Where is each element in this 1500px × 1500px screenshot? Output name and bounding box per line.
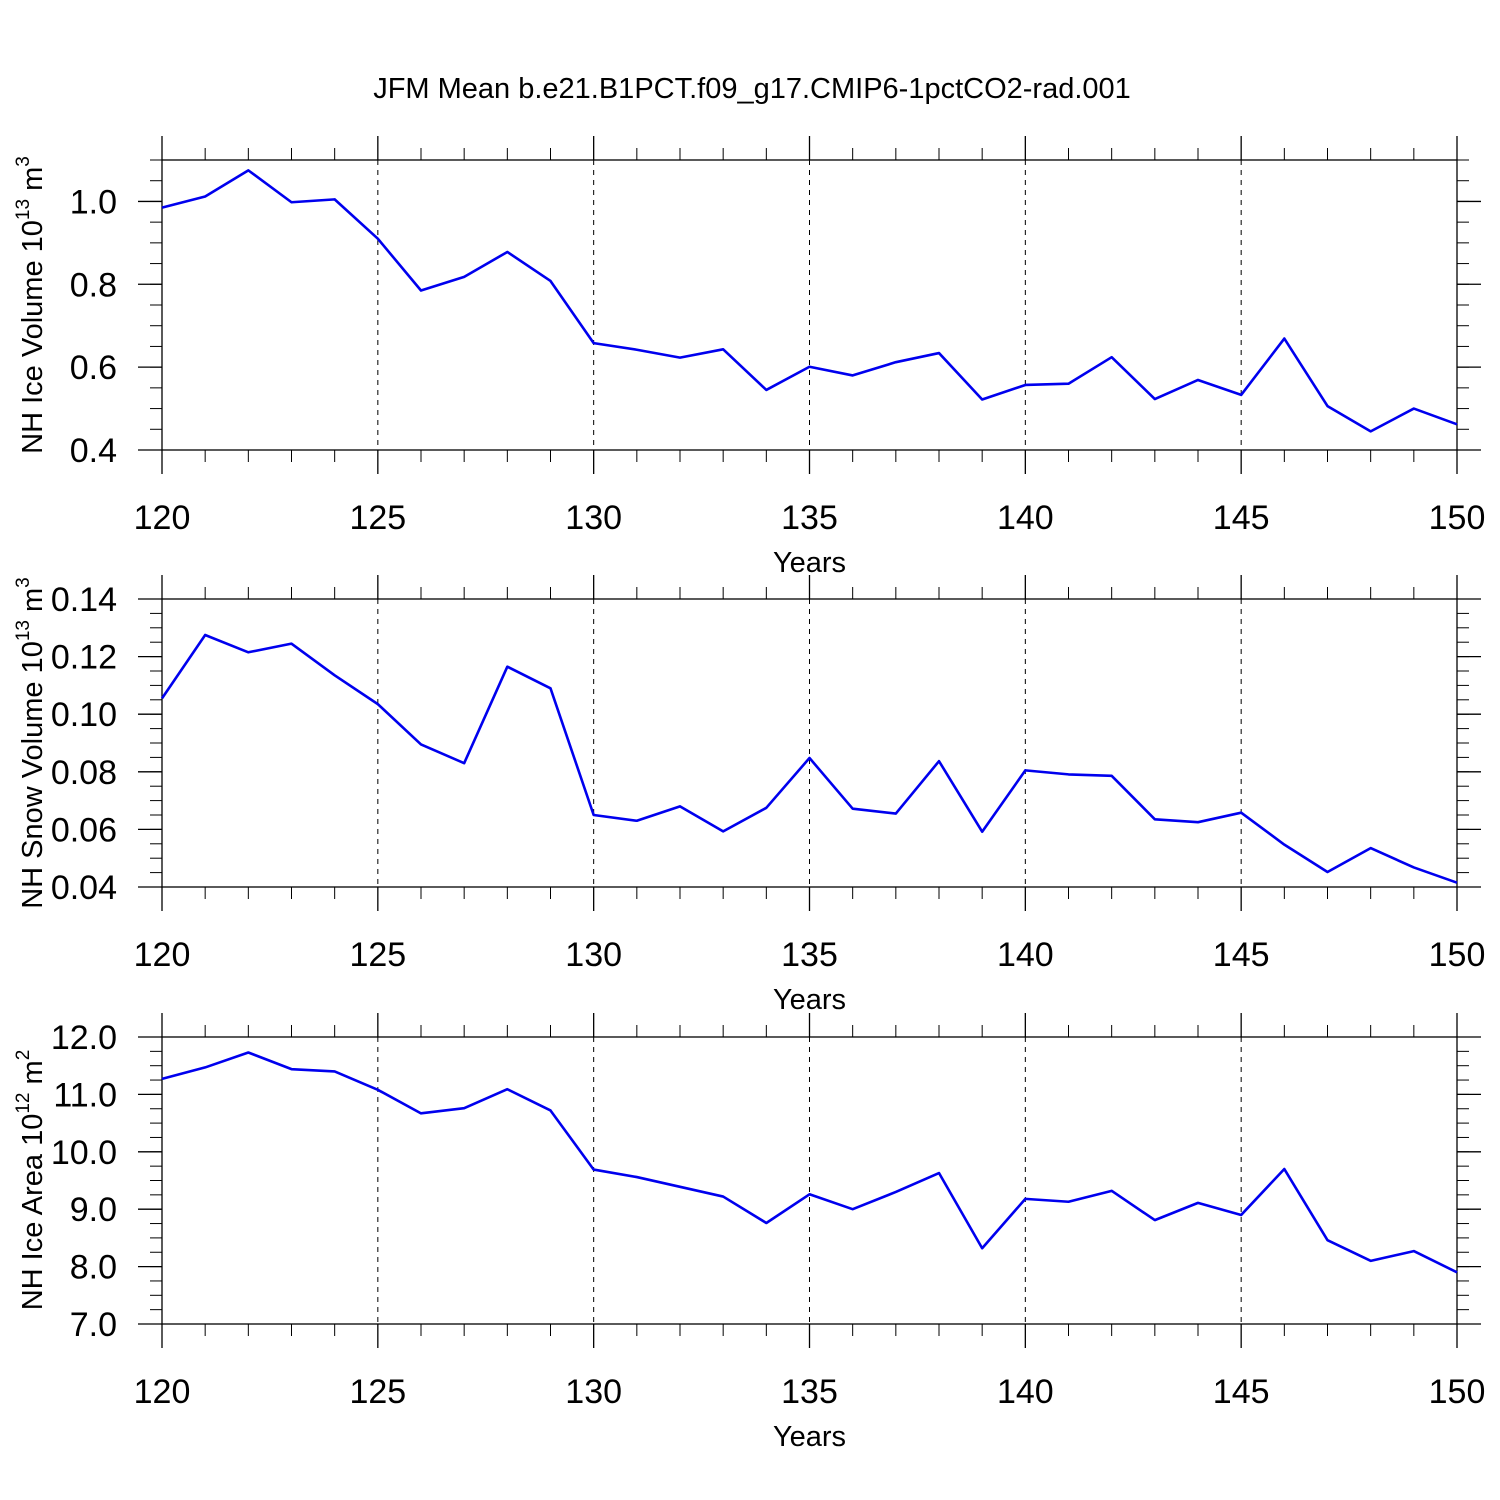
y-axis-label: NH Ice Area 1012 m2 bbox=[13, 1050, 49, 1311]
y-tick-label: 0.12 bbox=[51, 639, 117, 677]
y-tick-label: 0.10 bbox=[51, 696, 117, 734]
x-tick-label: 140 bbox=[997, 1373, 1054, 1411]
y-axis-label-unit: m bbox=[17, 1060, 49, 1092]
x-axis-label: Years bbox=[773, 547, 846, 579]
y-axis-label-unit-exponent: 2 bbox=[13, 1050, 34, 1061]
x-tick-label: 120 bbox=[134, 1373, 191, 1411]
y-tick-label: 12.0 bbox=[51, 1019, 117, 1057]
y-tick-label: 9.0 bbox=[70, 1191, 117, 1229]
y-tick-label: 0.04 bbox=[51, 869, 117, 907]
y-axis-label-unit: m bbox=[17, 588, 49, 620]
x-axis-label: Years bbox=[773, 1421, 846, 1453]
x-tick-label: 135 bbox=[781, 1373, 838, 1411]
y-tick-label: 0.6 bbox=[70, 349, 117, 387]
series-line bbox=[161, 1051, 1458, 1274]
y-tick-label: 0.08 bbox=[51, 754, 117, 792]
y-tick-label: 0.06 bbox=[51, 811, 117, 849]
figure-title: JFM Mean b.e21.B1PCT.f09_g17.CMIP6-1pctC… bbox=[373, 73, 1131, 105]
x-tick-label: 145 bbox=[1213, 1373, 1270, 1411]
y-axis-label-text: NH Snow Volume 10 bbox=[17, 641, 49, 909]
y-tick-label: 10.0 bbox=[51, 1134, 117, 1172]
x-tick-label: 145 bbox=[1213, 499, 1270, 537]
x-tick-label: 135 bbox=[781, 499, 838, 537]
x-tick-label: 140 bbox=[997, 936, 1054, 974]
x-tick-label: 125 bbox=[349, 1373, 406, 1411]
x-axis-label: Years bbox=[773, 984, 846, 1016]
x-tick-label: 135 bbox=[781, 936, 838, 974]
y-tick-label: 1.0 bbox=[70, 183, 117, 221]
chart-panel-3: 120 125 130 135 140 145 150 7.0 8.0 9.0 10.0 11.0 12… bbox=[13, 1013, 1485, 1453]
y-axis-label: NH Snow Volume 1013 m3 bbox=[13, 577, 49, 909]
y-tick-label: 0.14 bbox=[51, 581, 117, 619]
y-tick-label: 8.0 bbox=[70, 1249, 117, 1287]
y-axis-label-text: NH Ice Area 10 bbox=[17, 1114, 49, 1311]
y-tick-label: 7.0 bbox=[70, 1306, 117, 1344]
x-tick-label: 125 bbox=[349, 936, 406, 974]
x-tick-label: 150 bbox=[1429, 499, 1486, 537]
y-tick-label: 0.8 bbox=[70, 266, 117, 304]
y-axis-label: NH Ice Volume 1013 m3 bbox=[13, 156, 49, 454]
x-tick-label: 130 bbox=[565, 936, 622, 974]
x-tick-label: 120 bbox=[134, 936, 191, 974]
x-tick-label: 120 bbox=[134, 499, 191, 537]
y-axis-label-unit-exponent: 3 bbox=[13, 577, 34, 588]
chart-panel-1: 120 125 130 135 140 145 150 0.4 0.6 0.8 1.0 Years NH… bbox=[13, 136, 1485, 579]
y-tick-label: 0.4 bbox=[70, 432, 117, 470]
chart-panel-2: 120 125 130 135 140 145 150 0.04 0.06 0.08 0.10 0.1… bbox=[13, 575, 1485, 1016]
y-axis-label-exponent: 12 bbox=[13, 1093, 34, 1114]
x-tick-label: 140 bbox=[997, 499, 1054, 537]
x-tick-label: 125 bbox=[349, 499, 406, 537]
y-axis-label-text: NH Ice Volume 10 bbox=[17, 220, 49, 454]
x-tick-label: 130 bbox=[565, 499, 622, 537]
x-tick-label: 150 bbox=[1429, 1373, 1486, 1411]
x-tick-label: 130 bbox=[565, 1373, 622, 1411]
y-axis-label-unit: m bbox=[17, 167, 49, 199]
y-axis-label-unit-exponent: 3 bbox=[13, 156, 34, 167]
x-tick-label: 145 bbox=[1213, 936, 1270, 974]
series-line bbox=[160, 633, 1458, 884]
y-axis-label-exponent: 13 bbox=[13, 620, 34, 641]
x-tick-label: 150 bbox=[1429, 936, 1486, 974]
y-tick-label: 11.0 bbox=[53, 1076, 117, 1114]
y-axis-label-exponent: 13 bbox=[13, 199, 34, 220]
series-line bbox=[161, 169, 1458, 433]
